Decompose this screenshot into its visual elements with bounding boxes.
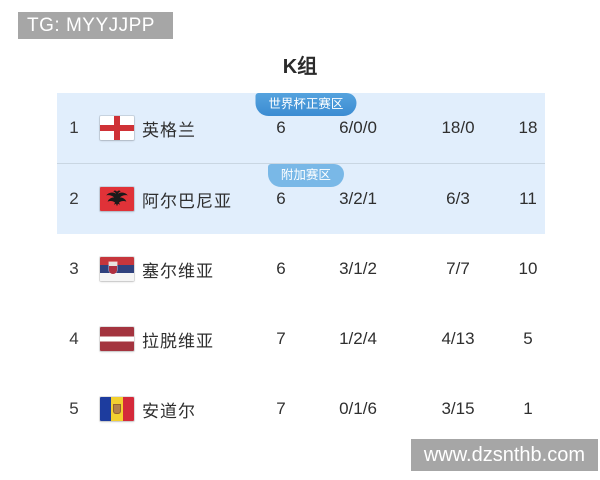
group-title: K组 [282,56,318,78]
played-cell: 6 [276,118,286,137]
goals-cell: 18/0 [441,118,475,137]
team-name: 塞尔维亚 [142,261,214,281]
england-flag-icon [100,116,134,140]
albania-flag-icon [100,187,134,211]
goals-cell: 4/13 [441,329,475,348]
goals-cell: 6/3 [446,189,470,208]
qualification-zone-badge: 世界杯正赛区 [255,93,357,116]
team-name: 英格兰 [142,120,196,140]
played-cell: 6 [276,189,286,208]
points-cell: 1 [523,399,533,418]
goals-cell: 7/7 [446,259,470,278]
telegram-watermark: TG: MYYJJPP [18,12,173,39]
points-cell: 10 [518,259,538,278]
andorra-flag-icon [100,397,134,421]
rank-cell: 2 [69,189,79,208]
playoff-zone-badge: 附加赛区 [267,164,344,187]
latvia-flag-icon [100,327,134,351]
record-cell: 6/0/0 [339,118,377,137]
rank-cell: 3 [69,259,79,278]
rank-cell: 5 [69,399,79,418]
rank-cell: 4 [69,329,79,348]
standings-table: 世界杯正赛区 1 英格兰 6 6/0/0 18/0 18 附加赛区 2 阿尔巴尼… [57,93,545,444]
points-cell: 11 [519,189,537,208]
record-cell: 3/2/1 [339,189,377,208]
website-watermark: www.dzsnthb.com [410,439,598,471]
played-cell: 7 [276,329,286,348]
record-cell: 3/1/2 [339,259,377,278]
table-row-andorra[interactable]: 5 安道尔 7 0/1/6 3/15 1 [57,374,545,444]
serbia-flag-icon [100,257,134,281]
record-cell: 0/1/6 [339,399,377,418]
table-row-serbia[interactable]: 3 塞尔维亚 6 3/1/2 7/7 10 [57,234,545,304]
rank-cell: 1 [69,118,79,137]
table-row-latvia[interactable]: 4 拉脱维亚 7 1/2/4 4/13 5 [57,304,545,374]
points-cell: 5 [523,329,533,348]
team-name: 阿尔巴尼亚 [142,191,232,211]
team-name: 拉脱维亚 [142,331,214,351]
record-cell: 1/2/4 [339,329,377,348]
goals-cell: 3/15 [441,399,475,418]
table-row-england[interactable]: 世界杯正赛区 1 英格兰 6 6/0/0 18/0 18 [57,93,545,164]
team-name: 安道尔 [142,401,196,421]
played-cell: 7 [276,399,286,418]
points-cell: 18 [518,118,538,137]
table-row-albania[interactable]: 附加赛区 2 阿尔巴尼亚 6 3/2/1 6/3 11 [57,164,545,234]
played-cell: 6 [276,259,286,278]
